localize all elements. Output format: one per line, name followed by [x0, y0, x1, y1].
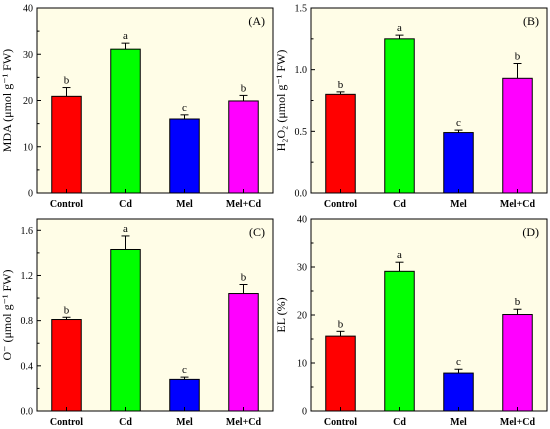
significance-letter: c — [456, 356, 461, 368]
significance-letter: a — [123, 223, 128, 235]
y-tick-label: 40 — [297, 215, 307, 226]
category-label: Control — [50, 417, 83, 428]
category-label: Mel+Cd — [226, 417, 262, 428]
significance-letter: b — [515, 296, 521, 308]
significance-letter: c — [456, 117, 461, 129]
bar-mel — [443, 132, 474, 194]
significance-letter: b — [515, 51, 521, 63]
bar-cd — [110, 48, 141, 194]
chart-panel-3: b Control a Cd c Mel b Mel+Cd 0.0 0.4 0.8 1.2 1.6 O⁻ … — [0, 218, 274, 428]
significance-letter: b — [338, 79, 344, 91]
y-tick-label: 0.0 — [21, 407, 34, 418]
y-tick-label: 0.8 — [21, 316, 34, 327]
category-label: Mel — [450, 417, 467, 428]
bar-mel — [443, 372, 474, 412]
y-tick-label: 10 — [23, 142, 33, 153]
category-label: Cd — [393, 199, 406, 210]
significance-letter: c — [182, 102, 187, 114]
bar-mel — [169, 118, 200, 194]
chart-panel-4: b Control a Cd c Mel b Mel+Cd 0 10 20 30 40 EL (%) (D) — [274, 215, 548, 428]
y-tick-label: 1.0 — [295, 65, 308, 76]
category-label: Mel — [176, 199, 193, 210]
category-label: Mel+Cd — [226, 199, 262, 210]
significance-letter: a — [397, 22, 402, 34]
category-label: Control — [324, 199, 357, 210]
category-label: Control — [50, 199, 83, 210]
y-tick-label: 0 — [302, 407, 307, 418]
panel-label: (B) — [523, 14, 539, 28]
bar-control — [325, 335, 356, 412]
bar-cd — [384, 270, 415, 412]
bar-mel-cd — [502, 314, 533, 412]
y-tick-label: 10 — [297, 359, 307, 370]
bar-mel — [169, 378, 200, 412]
y-tick-label: 1.5 — [295, 4, 308, 15]
chart-panel-1: b Control a Cd c Mel b Mel+Cd 0 10 20 30 40 MDA (μmol… — [0, 4, 274, 210]
y-tick-label: 20 — [23, 96, 33, 107]
y-axis-label: O⁻ (μmol g⁻¹ FW) — [0, 269, 14, 360]
bar-control — [325, 93, 356, 194]
bar-mel-cd — [228, 100, 259, 194]
plot-frame — [36, 218, 274, 412]
bar-mel-cd — [228, 293, 259, 412]
y-tick-label: 0.4 — [21, 361, 34, 372]
panel-label: (C) — [249, 225, 265, 239]
category-label: Mel+Cd — [500, 199, 536, 210]
significance-letter: b — [241, 272, 247, 284]
category-label: Cd — [393, 417, 406, 428]
category-label: Control — [324, 417, 357, 428]
y-axis-label: H₂O₂ (μmol g⁻¹ FW) — [274, 50, 288, 152]
y-axis-label: MDA (μmol g⁻¹ FW) — [0, 49, 14, 152]
category-label: Mel — [176, 417, 193, 428]
y-tick-label: 30 — [23, 50, 33, 61]
category-label: Mel — [450, 199, 467, 210]
y-tick-label: 0 — [28, 189, 33, 200]
panel-label: (D) — [522, 225, 539, 239]
bar-control — [51, 95, 82, 194]
bar-control — [51, 319, 82, 412]
significance-letter: c — [182, 364, 187, 376]
significance-letter: b — [338, 318, 344, 330]
significance-letter: a — [123, 30, 128, 42]
bar-cd — [384, 38, 415, 194]
y-tick-label: 20 — [297, 311, 307, 322]
y-tick-label: 0.5 — [295, 127, 308, 138]
y-tick-label: 30 — [297, 263, 307, 274]
bar-cd — [110, 248, 141, 412]
y-tick-label: 1.6 — [21, 226, 34, 237]
significance-letter: b — [241, 82, 247, 94]
category-label: Mel+Cd — [500, 417, 536, 428]
y-tick-label: 40 — [23, 4, 33, 15]
significance-letter: a — [397, 249, 402, 261]
significance-letter: b — [64, 75, 70, 87]
y-tick-label: 0.0 — [295, 189, 308, 200]
category-label: Cd — [119, 199, 132, 210]
bar-mel-cd — [502, 77, 533, 194]
significance-letter: b — [64, 304, 70, 316]
chart-panel-2: b Control a Cd c Mel b Mel+Cd 0.0 0.5 1.0 1.5 H₂O₂ (… — [274, 4, 548, 210]
y-axis-label: EL (%) — [274, 297, 288, 332]
category-label: Cd — [119, 417, 132, 428]
panel-label: (A) — [248, 14, 265, 28]
y-tick-label: 1.2 — [21, 271, 34, 282]
